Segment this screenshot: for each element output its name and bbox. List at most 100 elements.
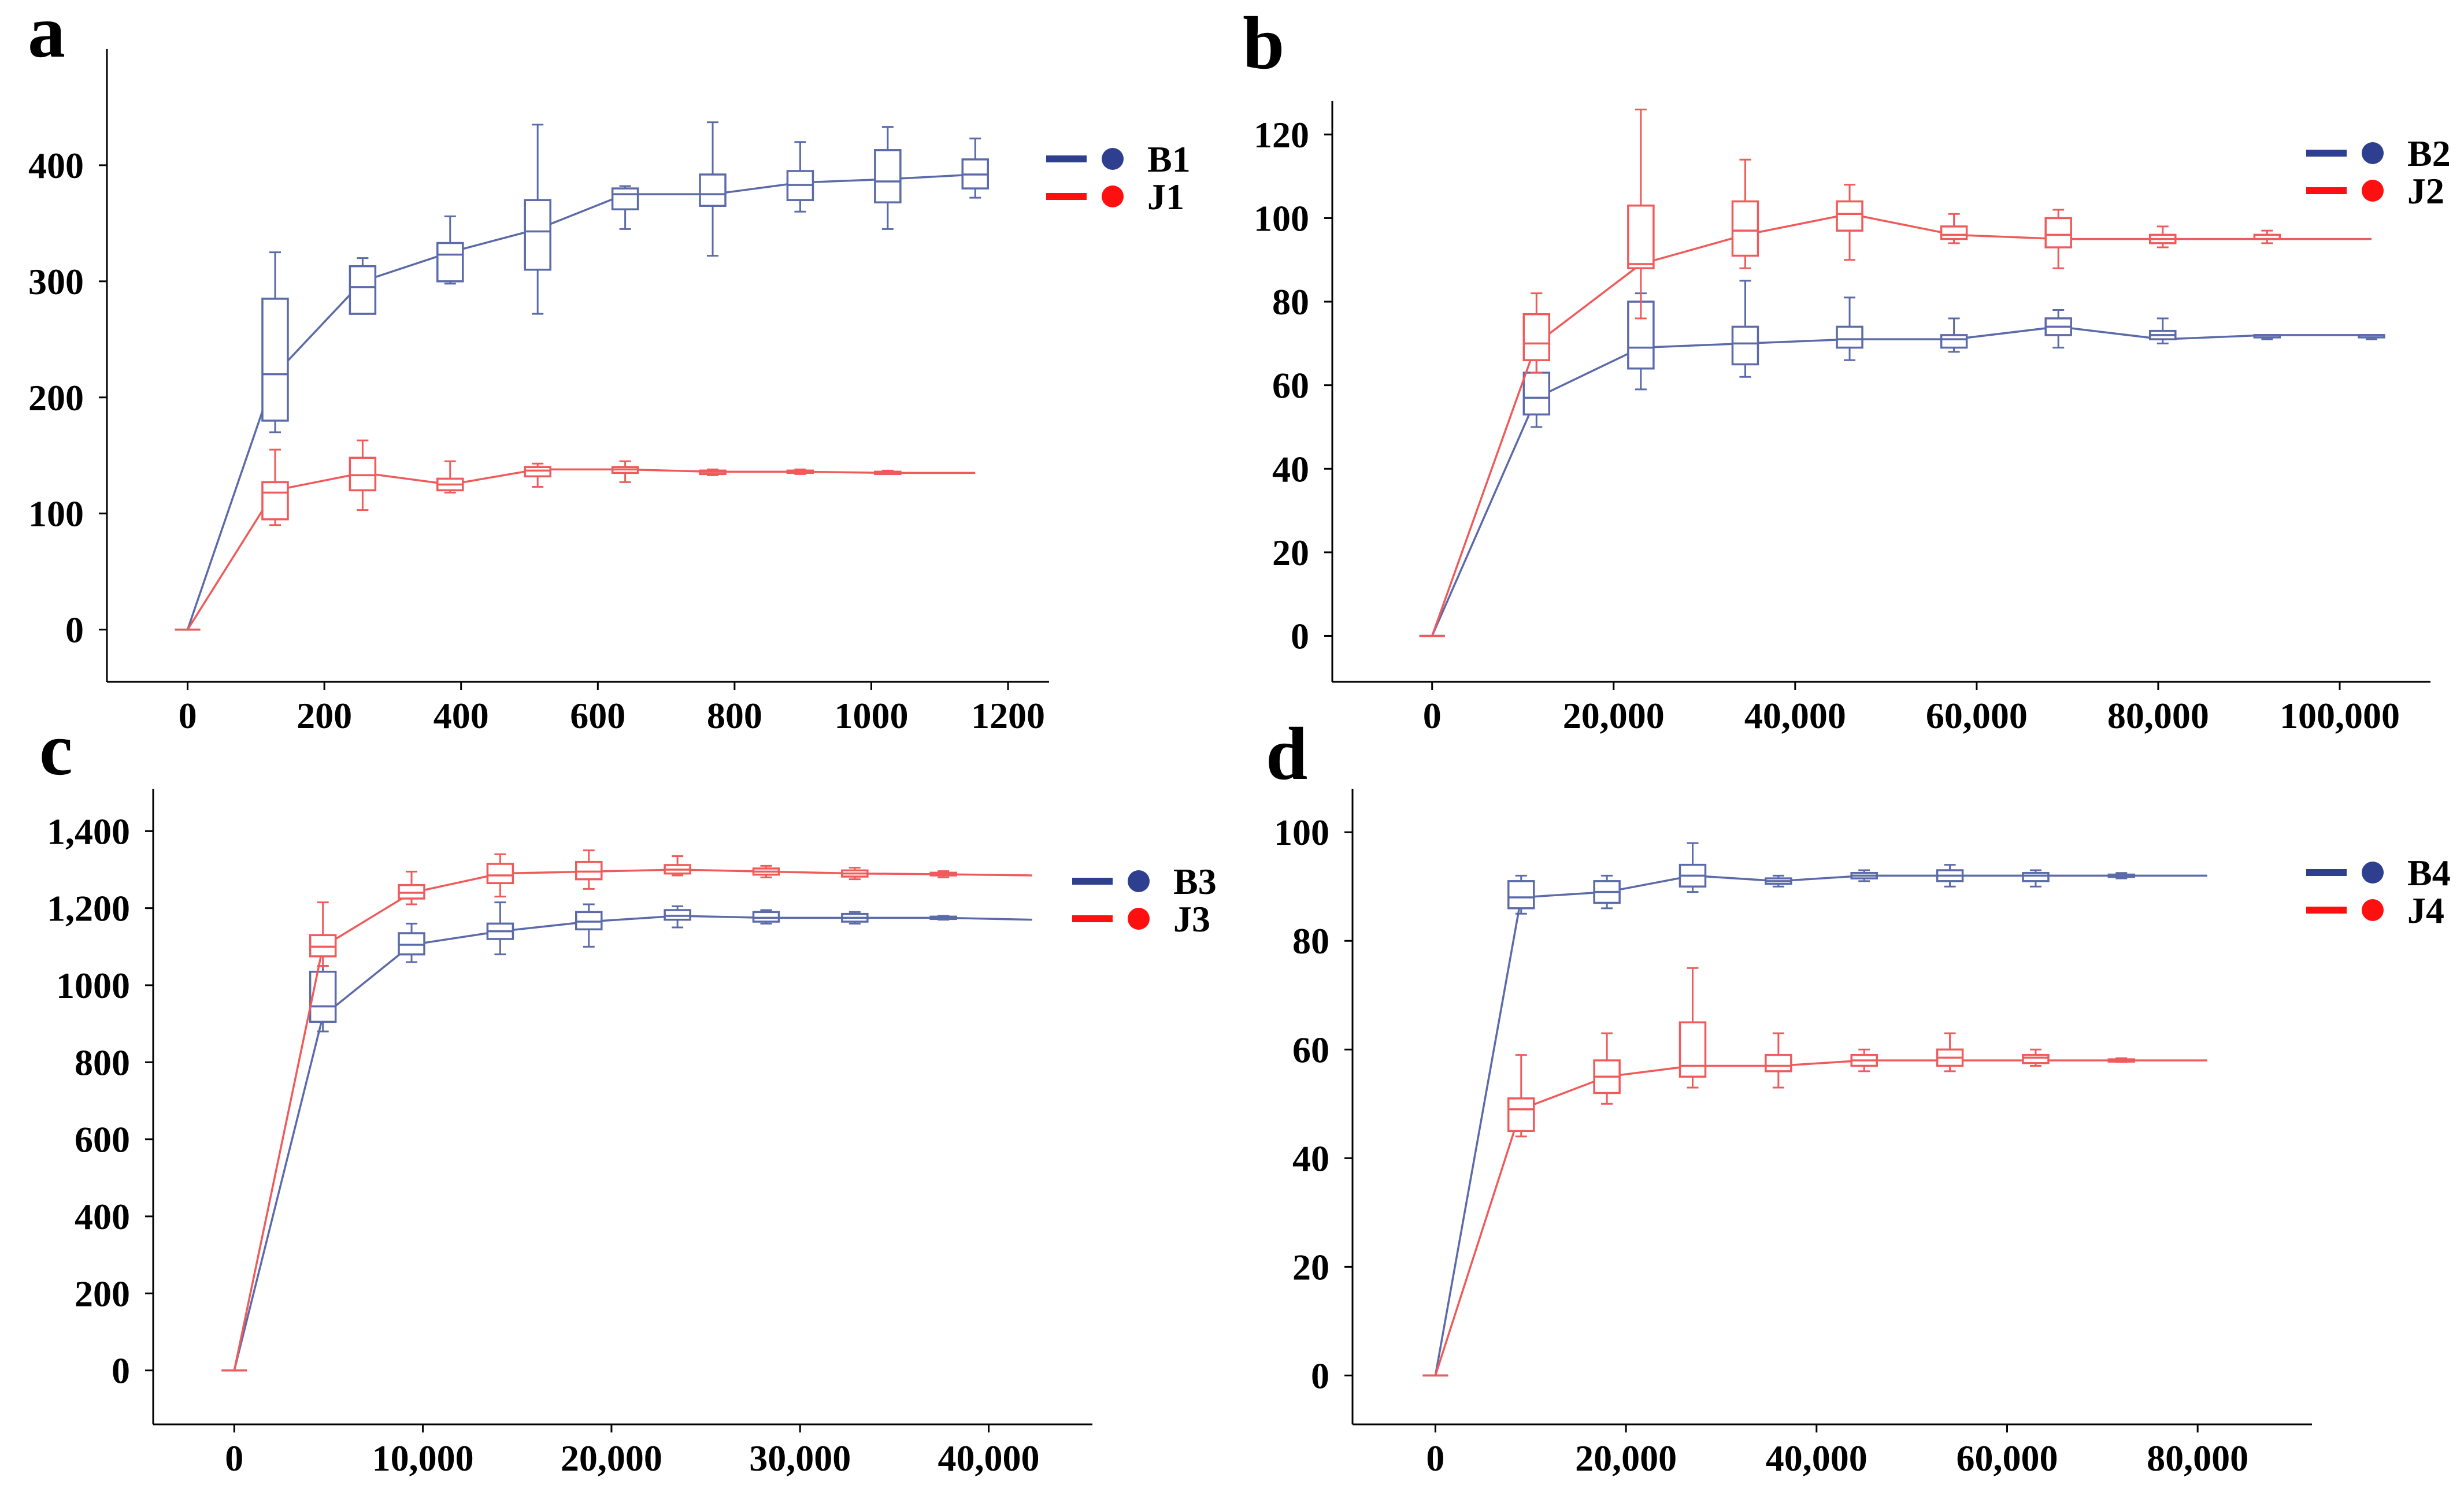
x-tick-label: 200 [297, 695, 352, 736]
y-tick-label: 400 [28, 145, 84, 186]
box-iqr [1627, 205, 1655, 269]
box-plot [2022, 869, 2050, 888]
series-B3 [221, 901, 1032, 1372]
series-J2 [1419, 108, 2372, 637]
legend-item: B1 [1046, 139, 1191, 180]
box-plot [309, 965, 337, 1033]
box-plot [2358, 334, 2385, 340]
legend-label: J3 [1173, 899, 1210, 940]
y-tick-label: 400 [75, 1196, 130, 1237]
series-line [233, 868, 1032, 1371]
y-tick-label: 60 [1292, 1029, 1329, 1070]
box-plot [575, 903, 603, 948]
x-tick-label: 40,000 [938, 1438, 1040, 1479]
series-B1 [175, 121, 989, 631]
y-tick-label: 80 [1272, 281, 1309, 322]
box-plot [699, 468, 727, 476]
box-iqr [699, 173, 727, 207]
x-tick-label: 40,000 [1766, 1438, 1868, 1479]
box-iqr [611, 187, 639, 211]
box-plot [1836, 184, 1863, 261]
x-tick-label: 0 [179, 695, 197, 736]
box-plot [349, 439, 377, 511]
series-line [1434, 1059, 2207, 1376]
box-iqr [349, 456, 377, 492]
box-iqr [436, 242, 464, 283]
x-tick-label: 60,000 [1956, 1438, 2058, 1479]
x-tick-label: 40,000 [1744, 695, 1846, 736]
box-plot [486, 901, 514, 956]
legend-item: J1 [1046, 176, 1184, 217]
legend-dot-swatch [2362, 899, 2384, 921]
box-plot [524, 462, 551, 488]
box-plot [699, 121, 727, 257]
x-tick-label: 80,000 [2147, 1438, 2248, 1479]
legend-label: B3 [1173, 861, 1217, 902]
legend-label: B2 [2407, 133, 2451, 174]
box-plot [1679, 842, 1707, 893]
legend-item: J3 [1072, 899, 1210, 940]
y-tick-label: 100 [1274, 812, 1329, 853]
box-iqr [2022, 871, 2050, 882]
box-plot [1627, 108, 1655, 320]
box-plot [2149, 225, 2177, 248]
box-plot [664, 905, 691, 929]
x-tick-label: 0 [1423, 695, 1442, 736]
x-tick-label: 30,000 [749, 1438, 851, 1479]
legend-dot-swatch [2362, 862, 2384, 884]
panel-b: b 0 20 40 60 80 100 120 0 20,000 40,000 60,000 80,0… [1243, 2, 2451, 736]
box-plot [874, 126, 902, 230]
legend-label: B4 [2407, 852, 2451, 893]
x-tick-label: 20,000 [1575, 1438, 1677, 1479]
legend-label: J2 [2407, 170, 2444, 211]
legend-item: B3 [1072, 861, 1217, 902]
y-tick-label: 100 [1254, 198, 1309, 239]
x-tick-label: 1200 [971, 695, 1045, 736]
legend-item: J2 [2306, 170, 2444, 211]
y-tick-label: 40 [1292, 1138, 1329, 1179]
box-iqr [1940, 225, 1968, 240]
box-plot [261, 448, 289, 526]
y-tick-label: 300 [28, 261, 84, 302]
box-plot [1940, 317, 1968, 353]
y-tick-label: 0 [112, 1350, 130, 1391]
x-tick-label: 20,000 [1563, 695, 1665, 736]
legend-line-swatch [1046, 193, 1087, 200]
box-plot [486, 853, 514, 898]
x-tick-label: 60,000 [1926, 695, 2028, 736]
y-tick-label: 600 [75, 1119, 130, 1160]
box-iqr [1940, 334, 1968, 349]
box-plot [841, 867, 869, 881]
y-tick-label: 100 [28, 493, 84, 534]
box-plot [961, 138, 989, 199]
x-tick-label: 0 [225, 1438, 243, 1479]
box-plot [929, 870, 957, 878]
box-plot [2253, 229, 2281, 244]
y-tick-label: 1000 [56, 965, 130, 1006]
panel-b-plot: 0 20 40 60 80 100 120 0 20,000 40,000 60,000 80,000… [1254, 101, 2451, 736]
y-tick-label: 0 [1291, 615, 1309, 656]
box-iqr [2044, 217, 2072, 248]
box-plot [1593, 1032, 1621, 1105]
legend-line-swatch [1072, 915, 1113, 922]
legend-line-swatch [2306, 907, 2347, 914]
box-iqr [1507, 1097, 1535, 1133]
y-tick-label: 1,400 [47, 811, 130, 852]
box-plot [575, 849, 603, 890]
box-plot [1940, 213, 1968, 244]
box-plot [349, 257, 377, 315]
x-tick-label: 20,000 [561, 1438, 662, 1479]
box-iqr [261, 481, 289, 521]
series-line [233, 915, 1032, 1371]
box-plot [261, 251, 289, 433]
box-plot [752, 864, 780, 878]
box-plot [2044, 309, 2072, 349]
series-J3 [221, 849, 1032, 1372]
box-plot [2107, 872, 2136, 879]
box-plot [436, 215, 464, 285]
box-plot [1593, 874, 1621, 910]
y-tick-label: 200 [28, 377, 84, 418]
